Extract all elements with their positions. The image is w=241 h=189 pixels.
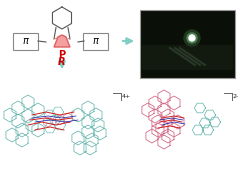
Circle shape	[184, 30, 200, 46]
Text: P: P	[58, 50, 66, 60]
Polygon shape	[54, 35, 70, 47]
FancyBboxPatch shape	[83, 33, 108, 50]
Text: $\pi$: $\pi$	[92, 36, 100, 46]
Text: 4+: 4+	[122, 94, 131, 99]
FancyBboxPatch shape	[142, 45, 233, 70]
FancyBboxPatch shape	[140, 10, 235, 78]
Circle shape	[187, 33, 197, 43]
FancyBboxPatch shape	[13, 33, 39, 50]
Text: R: R	[58, 57, 66, 67]
Circle shape	[189, 35, 195, 41]
Text: $\pi$: $\pi$	[22, 36, 30, 46]
Text: 2-: 2-	[233, 94, 239, 99]
